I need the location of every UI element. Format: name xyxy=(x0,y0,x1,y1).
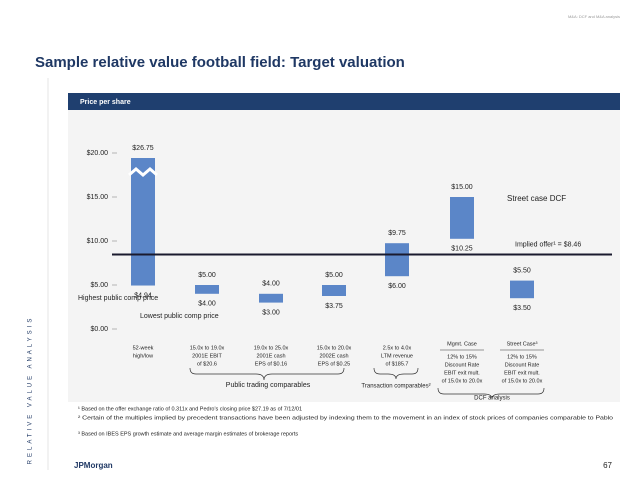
bar xyxy=(131,158,155,286)
annotation: Lowest public comp price xyxy=(140,313,219,320)
category-label: EBIT exit mult. xyxy=(444,370,480,376)
category-label: 19.0x to 25.0x xyxy=(254,345,289,351)
plot-area xyxy=(68,110,620,402)
category-label: high/low xyxy=(133,353,153,359)
bar xyxy=(450,197,474,239)
value-label: $3.75 xyxy=(325,303,343,310)
category-label: 15.0x to 19.0x xyxy=(190,345,225,351)
value-label: $15.00 xyxy=(451,184,473,191)
value-label: $3.00 xyxy=(262,309,280,316)
category-label: of 15.0x to 20.0x xyxy=(502,378,543,384)
logo: JPMorgan xyxy=(74,461,113,470)
y-tick-label: $5.00 xyxy=(90,282,108,289)
category-label: 2001E EBIT xyxy=(192,353,222,359)
value-label: $9.75 xyxy=(388,230,406,237)
bracket xyxy=(373,367,419,380)
page-number: 67 xyxy=(603,461,612,470)
annotation: Street case DCF xyxy=(507,194,566,203)
value-label: $5.50 xyxy=(513,267,531,274)
category-label: of $20.6 xyxy=(197,361,217,367)
footnote: ³ Based on IBES EPS growth estimate and … xyxy=(78,431,298,437)
category-label: 2.5x to 4.0x xyxy=(383,345,412,351)
subtitle: Price per share xyxy=(80,99,131,106)
category-label: 52-week xyxy=(133,345,154,351)
y-tick-label: $15.00 xyxy=(87,194,109,201)
category-label: 2002E cash xyxy=(319,353,348,359)
value-label: $4.94 xyxy=(134,292,152,299)
y-tick-label: $20.00 xyxy=(87,150,109,157)
group-label: Public trading comparables xyxy=(226,382,311,389)
category-label: 2001E cash xyxy=(256,353,285,359)
category-label: Discount Rate xyxy=(445,362,480,368)
value-label: $10.25 xyxy=(451,246,473,253)
category-label: EBIT exit mult. xyxy=(504,370,540,376)
bar xyxy=(259,293,283,303)
reference-label: Implied offer¹ = $8.46 xyxy=(515,241,581,248)
bar xyxy=(385,243,409,277)
value-label: $26.75 xyxy=(132,145,154,152)
category-label: LTM revenue xyxy=(381,353,413,359)
case-header: Mgmt. Case xyxy=(447,341,477,347)
bar xyxy=(195,285,219,294)
header-note: M&A: DCF and M&A analysis xyxy=(568,14,620,19)
value-label: $5.00 xyxy=(198,272,216,279)
category-label: EPS of $0.16 xyxy=(255,361,287,367)
side-label: RELATIVE VALUE ANALYSIS xyxy=(28,316,34,465)
value-label: $6.00 xyxy=(388,283,406,290)
category-label: Discount Rate xyxy=(505,362,540,368)
bar xyxy=(322,285,346,296)
category-label: 12% to 15% xyxy=(507,354,537,360)
annotation: Highest public comp price xyxy=(78,295,158,302)
footnote: ¹ Based on the offer exchange ratio of 0… xyxy=(78,406,302,412)
value-label: $3.50 xyxy=(513,305,531,312)
axis-break xyxy=(128,167,158,177)
case-header: Street Case³ xyxy=(507,341,538,347)
bracket xyxy=(437,387,545,400)
header-bar xyxy=(68,93,620,110)
y-tick-label: $10.00 xyxy=(87,238,109,245)
value-label: $5.00 xyxy=(325,272,343,279)
y-tick-label: $0.00 xyxy=(90,326,108,333)
footnote: ² Certain of the multiples implied by pr… xyxy=(78,415,613,421)
group-label: Transaction comparables² xyxy=(361,384,430,390)
value-label: $4.00 xyxy=(198,301,216,308)
category-label: of $185.7 xyxy=(386,361,409,367)
title: Sample relative value football field: Ta… xyxy=(35,54,405,71)
category-label: of 15.0x to 20.0x xyxy=(442,378,483,384)
category-label: EPS of $0.25 xyxy=(318,361,350,367)
value-label: $4.00 xyxy=(262,281,280,288)
bar xyxy=(510,280,534,299)
bracket xyxy=(189,367,345,381)
group-label: DCF analysis xyxy=(474,396,510,402)
category-label: 12% to 15% xyxy=(447,354,477,360)
category-label: 15.0x to 20.0x xyxy=(317,345,352,351)
